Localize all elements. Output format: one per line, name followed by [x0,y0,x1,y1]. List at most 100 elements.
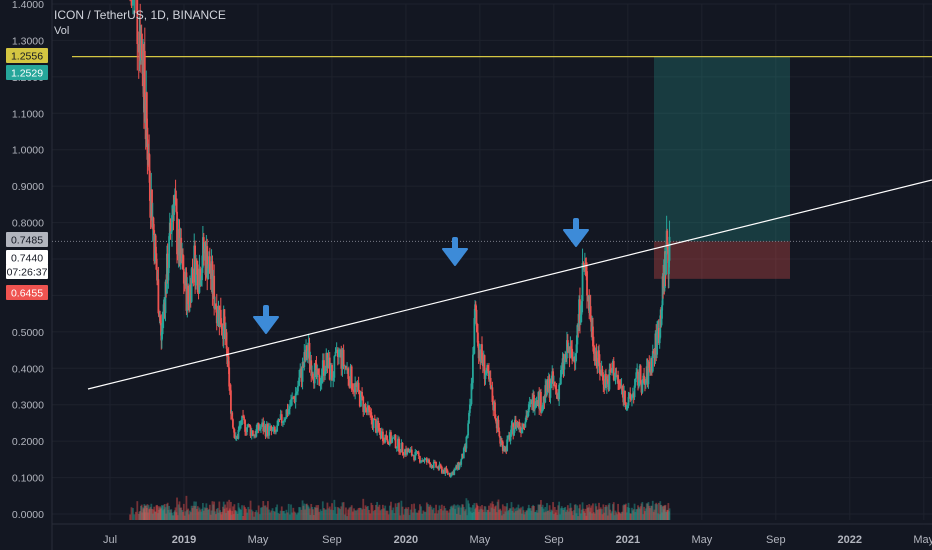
volume-bar [442,510,444,520]
volume-bar [605,506,608,520]
volume-bar [637,505,639,520]
candle-body [275,431,277,433]
candle-body [208,256,211,274]
volume-bar [487,510,489,520]
volume-bar [582,508,585,520]
volume-bar [436,513,439,520]
volume-bar [219,512,222,520]
candle-body [380,431,383,439]
candle-body [513,429,515,436]
volume-bar [452,505,455,520]
volume-bar [381,504,384,520]
candle-body [244,420,246,432]
volume-bar [417,510,420,520]
volume-bar [219,510,221,520]
volume-bar [662,509,665,520]
candle-body [592,326,594,347]
volume-bar [625,512,628,520]
volume-bar [459,514,462,520]
volume-bar [283,510,285,520]
volume-bar [147,505,150,520]
volume-bar [437,510,440,520]
candle-body [276,425,279,432]
candle-body [668,236,671,261]
candle-body [555,389,558,394]
x-tick-label: Jul [103,534,117,546]
volume-bar [505,506,508,520]
candle-body [477,332,479,347]
volume-bar [460,507,463,520]
candle-body [527,412,529,418]
volume-bar [175,512,178,520]
volume-bar [151,513,154,520]
x-tick-label: May [913,534,932,546]
candle-body [466,435,469,437]
volume-bar [451,507,454,520]
candle-body [248,424,251,427]
candle-body [132,0,134,6]
candle-body [635,372,638,379]
volume-bar [278,513,281,520]
volume-bar [631,507,633,520]
volume-bar [501,515,503,520]
candle-body [498,431,501,437]
volume-bar [516,510,519,520]
candle-body [255,429,258,437]
candle-body [624,402,627,410]
candle-body [354,383,357,393]
candle-body [583,264,586,270]
candle-body [624,390,626,403]
candle-body [569,346,572,359]
volume-bar [501,504,504,520]
y-tick-label: 0.5000 [12,327,44,339]
volume-bar [287,503,290,520]
volume-bar [224,513,227,520]
volume-bar [655,502,658,520]
volume-bar [599,507,602,520]
volume-bar [384,505,387,520]
volume-bar [173,511,176,520]
volume-bar [391,510,394,520]
volume-bar [447,512,450,520]
volume-bar [596,509,599,520]
volume-bar [378,504,381,520]
volume-bar [227,510,230,520]
volume-bar [490,507,493,520]
candle-body [228,386,231,389]
volume-bar [532,504,535,520]
candle-body [268,426,270,436]
volume-bar [401,506,404,520]
volume-bar [577,516,580,520]
volume-bar [591,513,593,520]
candle-body [242,415,244,417]
candle-body [405,449,407,455]
candle-body [284,418,287,421]
volume-bar [369,513,372,520]
candle-body [470,383,473,405]
volume-bar [153,506,156,520]
candle-body [285,409,288,419]
candle-body [158,313,160,317]
volume-bar [300,509,303,520]
volume-bar [646,503,649,520]
candle-body [365,408,368,413]
volume-bar [657,513,659,520]
candle-body [334,351,337,357]
candle-body [381,431,384,442]
volume-bar [235,511,238,520]
candle-body [629,393,632,399]
volume-bar [619,513,622,520]
volume-bar [644,511,646,520]
candle-body [449,472,451,477]
volume-bar [450,505,453,520]
volume-bar [637,507,640,520]
candle-body [393,434,396,438]
volume-bar [241,505,243,520]
price-label-bg [6,285,48,300]
volume-bar [249,500,252,520]
candle-body [155,253,158,270]
candle-body [196,264,199,293]
candle-body [227,356,230,368]
candle-body [376,420,379,433]
